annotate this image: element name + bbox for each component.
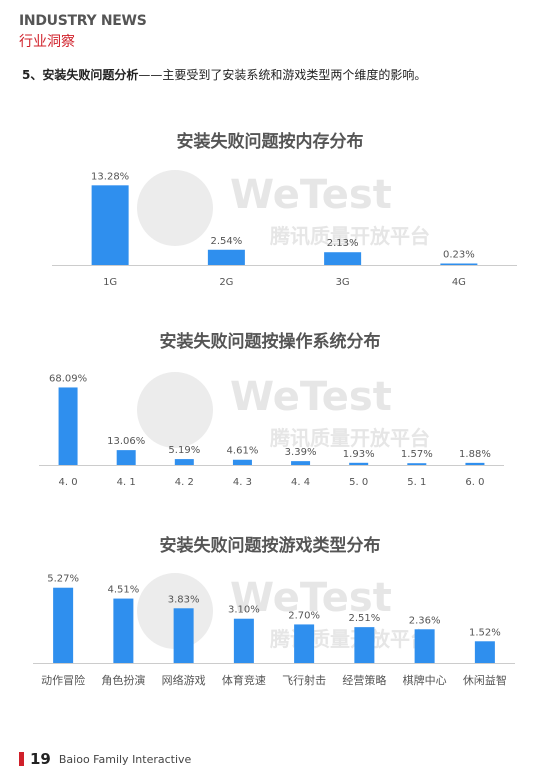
data-label: 2.36% [409,615,441,626]
data-label: 4.61% [227,446,259,457]
bar [465,462,485,465]
bar [58,387,78,465]
data-label: 3.39% [285,447,317,458]
bar [354,627,375,663]
bar [414,629,435,663]
chart-game-type: 5.27% 动作冒险 4.51% 角色扮演 3.83% 网络游戏 3.10% 体育竞速 2.70… [33,574,515,687]
data-label: 1.88% [459,449,491,460]
category-tick-label: 5. 0 [349,477,368,488]
bar [474,641,495,663]
data-label: 2.13% [327,238,359,249]
data-label: 2.54% [210,236,242,247]
company-name: Baioo Family Interactive [58,752,192,766]
category-tick-label: 5. 1 [407,477,426,488]
data-label: 13.28% [91,171,129,182]
data-label: 1.52% [469,627,501,638]
bar [174,459,194,465]
category-tick-label: 棋牌中心 [403,673,447,687]
footer: 19 Baioo Family Interactive [19,750,192,768]
category-tick-label: 4. 4 [291,477,310,488]
page-number: 19 [30,750,51,768]
section-text: 主要受到了安装系统和游戏类型两个维度的影响。 [162,68,427,82]
category-tick-label: 6. 0 [465,477,484,488]
bar [53,587,74,663]
data-label: 1.93% [343,449,375,460]
category-tick-label: 2G [219,277,233,288]
header-title-cn: 行业洞察 [19,34,75,50]
data-label: 5.19% [168,445,200,456]
category-tick-label: 动作冒险 [41,673,85,687]
category-tick-label: 4. 2 [175,477,194,488]
bar [207,249,245,265]
data-label: 1.57% [401,449,433,460]
bar [233,618,254,663]
data-label: 4.51% [107,585,139,596]
bar [294,624,315,663]
bar [173,608,194,663]
bar [407,463,427,465]
data-label: 68.09% [49,373,87,384]
section-number: 5、 [22,68,43,82]
category-tick-label: 休闲益智 [463,673,507,687]
category-tick-label: 角色扮演 [101,673,145,687]
chart-memory: 13.28% 1G 2.54% 2G 2.13% 3G 0.23% 4G [52,171,517,288]
section-dash: —— [138,68,163,82]
category-tick-label: 4. 3 [233,477,252,488]
category-tick-label: 1G [103,277,117,288]
chart-title-os: 安装失败问题按操作系统分布 [159,332,381,352]
data-label: 3.10% [228,605,260,616]
bar [113,598,134,663]
data-label: 13.06% [107,436,145,447]
bar [324,252,362,265]
bar [232,459,252,465]
chart-title-game-type: 安装失败问题按游戏类型分布 [159,536,381,556]
section-heading: 5、安装失败问题分析——主要受到了安装系统和游戏类型两个维度的影响。 [22,66,426,83]
bar [116,450,136,465]
data-label: 5.27% [47,574,79,585]
chart-os: 68.09% 4. 0 13.06% 4. 1 5.19% 4. 2 4.61% 4. 3 3.… [39,373,504,488]
category-tick-label: 经营策略 [342,673,386,687]
section-title: 安装失败问题分析 [42,68,139,82]
bar [291,461,311,465]
header-title-en: INDUSTRY NEWS [19,13,147,29]
category-tick-label: 网络游戏 [162,673,206,687]
category-tick-label: 飞行射击 [282,673,326,687]
bar [349,462,369,465]
category-tick-label: 4. 1 [117,477,136,488]
data-label: 2.70% [288,610,320,621]
data-label: 0.23% [443,250,475,261]
footer-accent-bar [19,752,24,766]
data-label: 3.83% [168,594,200,605]
category-tick-label: 3G [336,277,350,288]
category-tick-label: 4. 0 [59,477,78,488]
bar [440,263,478,265]
chart-title-memory: 安装失败问题按内存分布 [176,132,364,152]
category-tick-label: 4G [452,277,466,288]
data-label: 2.51% [348,613,380,624]
bar [91,185,129,265]
category-tick-label: 体育竞速 [222,673,266,687]
